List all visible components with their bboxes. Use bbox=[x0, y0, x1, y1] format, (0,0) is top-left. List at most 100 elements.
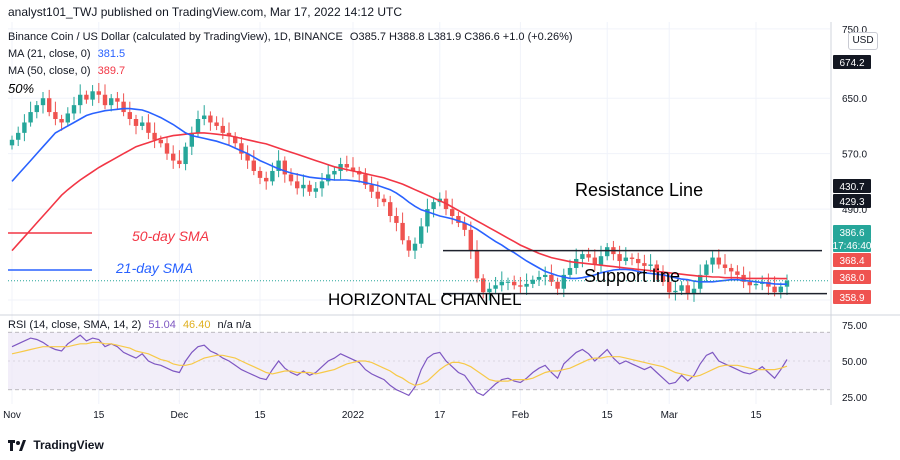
candle-body bbox=[127, 112, 132, 119]
rsi-axis: 75.00 50.00 25.00 bbox=[842, 321, 867, 404]
price-tick-label: 570.0 bbox=[842, 150, 867, 161]
candle-body bbox=[233, 136, 238, 144]
candle-body bbox=[636, 258, 641, 264]
candles bbox=[9, 82, 790, 302]
time-tick-label: 15 bbox=[602, 410, 614, 421]
candle-body bbox=[109, 98, 114, 106]
publisher-line: analyst101_TWJ published on TradingView.… bbox=[8, 5, 402, 19]
candle-body bbox=[90, 91, 95, 100]
candle-body bbox=[598, 256, 604, 265]
price-label-box bbox=[833, 290, 871, 304]
candle-body bbox=[772, 286, 777, 293]
price-label-text: 429.3 bbox=[839, 197, 864, 208]
candle-body bbox=[245, 153, 250, 161]
candle-body bbox=[660, 271, 666, 282]
candle-body bbox=[691, 288, 697, 294]
candle-body bbox=[412, 243, 418, 251]
currency-button[interactable]: USD bbox=[848, 32, 878, 50]
candle-body bbox=[462, 222, 467, 230]
candle-body bbox=[363, 174, 368, 185]
candle-body bbox=[115, 98, 120, 102]
brand-name: TradingView bbox=[33, 438, 104, 452]
candle-body bbox=[344, 164, 349, 168]
candle-body bbox=[375, 191, 380, 199]
price-tick-label: 750.0 bbox=[842, 25, 867, 36]
candle-body bbox=[518, 285, 523, 287]
candle-body bbox=[264, 177, 269, 182]
candle-body bbox=[28, 112, 33, 123]
candle-body bbox=[220, 125, 225, 133]
candle-body bbox=[561, 274, 566, 289]
candle-body bbox=[171, 153, 176, 161]
candle-body bbox=[642, 263, 647, 266]
candle-body bbox=[499, 281, 504, 286]
price-label-box bbox=[833, 238, 871, 252]
candle-body bbox=[567, 267, 573, 275]
rsi-sma-line bbox=[11, 341, 788, 387]
candle-body bbox=[419, 226, 424, 244]
candle-body bbox=[59, 119, 64, 123]
candle-body bbox=[257, 170, 263, 178]
candle-body bbox=[555, 281, 560, 289]
candle-body bbox=[474, 250, 480, 279]
price-label-text: 386.6 bbox=[839, 228, 864, 239]
ohlc-values: O385.7 H388.8 L381.9 C386.6 +1.0 (+0.26%… bbox=[349, 31, 573, 43]
time-tick-label: Mar bbox=[661, 410, 679, 421]
annotation-channel: HORIZONTAL CHANNEL bbox=[328, 290, 522, 309]
rsi-sma-legend-value: 46.40 bbox=[182, 319, 211, 331]
price-label-box bbox=[833, 194, 871, 208]
price-label-box bbox=[833, 225, 871, 239]
price-label-box bbox=[833, 55, 871, 69]
candle-body bbox=[251, 160, 256, 171]
candle-body bbox=[16, 132, 21, 140]
candle-body bbox=[654, 264, 659, 272]
candle-body bbox=[617, 254, 622, 262]
price-label-box bbox=[833, 253, 871, 267]
candle-body bbox=[288, 174, 294, 182]
annotation-21day-sma: 21-day SMA bbox=[115, 260, 193, 276]
candle-body bbox=[722, 264, 728, 268]
candle-body bbox=[388, 202, 393, 216]
time-tick-label: 17 bbox=[434, 410, 446, 421]
price-label-text: 368.4 bbox=[839, 256, 864, 267]
candle-body bbox=[505, 281, 511, 283]
price-label-text: 358.9 bbox=[839, 293, 864, 304]
price-label-box bbox=[833, 270, 871, 284]
candle-body bbox=[9, 139, 15, 146]
candle-body bbox=[673, 290, 678, 293]
candle-body bbox=[208, 115, 213, 123]
candle-body bbox=[400, 222, 405, 241]
ma21-legend-value: 381.5 bbox=[97, 48, 126, 60]
candle-body bbox=[350, 167, 356, 171]
rsi-band bbox=[8, 332, 830, 390]
candle-body bbox=[679, 285, 684, 291]
candle-body bbox=[78, 94, 83, 106]
symbol-legend: Binance Coin / US Dollar (calculated by … bbox=[8, 31, 573, 43]
candle-body bbox=[84, 94, 89, 100]
tradingview-brand[interactable]: TradingView bbox=[8, 438, 104, 452]
candle-body bbox=[481, 278, 486, 293]
candle-body bbox=[381, 198, 387, 203]
candle-body bbox=[65, 113, 70, 123]
candle-body bbox=[34, 105, 39, 113]
candle-body bbox=[431, 202, 436, 210]
candle-body bbox=[629, 257, 635, 259]
candle-body bbox=[202, 115, 207, 119]
candle-body bbox=[648, 264, 653, 266]
candle-body bbox=[530, 279, 535, 284]
annotation-50day-sma: 50-day SMA bbox=[132, 228, 209, 244]
ma21-legend: MA (21, close, 0) 381.5 bbox=[8, 48, 125, 60]
candle-body bbox=[214, 122, 219, 126]
candle-body bbox=[549, 274, 554, 282]
time-tick-label: 15 bbox=[254, 410, 266, 421]
candle-body bbox=[487, 288, 492, 293]
candle-body bbox=[394, 216, 399, 223]
candle-body bbox=[282, 160, 287, 175]
candle-body bbox=[450, 209, 455, 216]
time-axis: Nov 15 Dec 15 2022 17 Feb 15 Mar 15 bbox=[3, 410, 762, 421]
candle-body bbox=[301, 184, 306, 189]
candle-body bbox=[164, 143, 170, 154]
rsi-tick-label: 50.00 bbox=[842, 357, 867, 368]
candle-body bbox=[704, 264, 709, 275]
